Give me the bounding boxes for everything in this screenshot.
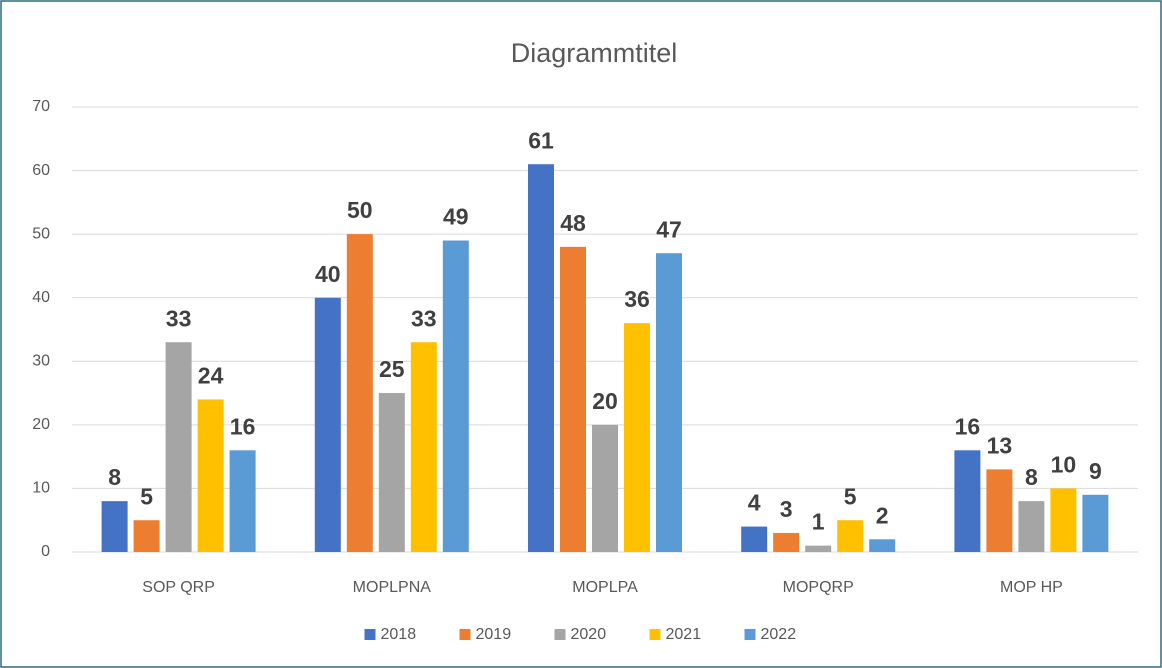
data-label: 2	[876, 502, 889, 528]
bar	[197, 399, 224, 552]
bar	[528, 164, 554, 552]
legend-label: 2022	[761, 626, 797, 643]
y-tick-label: 50	[32, 225, 50, 242]
data-label: 40	[315, 261, 341, 287]
data-label: 5	[844, 483, 857, 509]
data-label: 61	[528, 127, 554, 153]
data-label: 5	[140, 483, 153, 509]
data-label: 50	[347, 197, 373, 223]
data-label: 33	[166, 305, 192, 331]
bar	[592, 424, 618, 552]
legend-swatch	[649, 629, 661, 640]
bar	[314, 297, 341, 552]
data-label: 1	[812, 509, 825, 535]
bar	[560, 246, 586, 552]
bar	[869, 539, 896, 552]
bar	[624, 323, 650, 552]
data-label: 16	[955, 413, 981, 439]
bar	[805, 545, 832, 552]
data-label: 13	[987, 432, 1013, 458]
data-label: 47	[656, 216, 682, 242]
legend-swatch	[554, 629, 566, 640]
y-tick-label: 20	[32, 416, 50, 433]
bar	[986, 469, 1013, 552]
data-label: 49	[443, 204, 469, 230]
data-label: 10	[1051, 452, 1077, 478]
y-tick-label: 60	[32, 162, 50, 179]
bar	[1018, 501, 1045, 552]
bar	[773, 532, 800, 552]
x-tick-label: MOPQRP	[783, 579, 854, 596]
chart-title: Diagrammtitel	[511, 38, 678, 68]
bar	[165, 342, 192, 552]
data-label: 36	[624, 286, 650, 312]
bar	[346, 234, 373, 552]
bar	[133, 520, 160, 552]
data-label: 25	[379, 356, 405, 382]
bar	[1082, 494, 1109, 552]
data-label: 8	[1025, 464, 1038, 490]
legend-swatch	[364, 629, 376, 640]
x-tick-label: MOP HP	[1000, 579, 1063, 596]
bar	[1050, 488, 1077, 552]
bar	[837, 520, 864, 552]
y-tick-label: 30	[32, 353, 50, 370]
y-tick-label: 10	[32, 480, 50, 497]
data-label: 16	[230, 413, 256, 439]
data-label: 3	[780, 496, 793, 522]
legend-swatch	[459, 629, 471, 640]
data-label: 48	[560, 210, 586, 236]
y-tick-label: 0	[41, 543, 50, 560]
bar	[656, 253, 682, 552]
x-tick-label: MOPLPA	[572, 579, 638, 596]
data-label: 20	[592, 388, 618, 414]
bar	[442, 240, 469, 552]
data-label: 8	[108, 464, 121, 490]
data-label: 24	[198, 363, 224, 389]
legend-label: 2020	[571, 626, 607, 643]
legend-swatch	[744, 629, 756, 640]
bar	[378, 393, 405, 552]
data-label: 4	[748, 490, 761, 516]
x-tick-label: MOPLPNA	[353, 579, 432, 596]
bar	[410, 342, 437, 552]
legend-label: 2021	[666, 626, 702, 643]
y-tick-label: 40	[32, 289, 50, 306]
bar	[229, 450, 256, 552]
data-label: 33	[411, 305, 437, 331]
data-label: 9	[1089, 458, 1102, 484]
x-tick-label: SOP QRP	[142, 579, 215, 596]
bar	[954, 450, 981, 552]
bar	[101, 501, 128, 552]
y-tick-label: 70	[32, 98, 50, 115]
legend-label: 2019	[476, 626, 512, 643]
bar	[741, 526, 768, 552]
legend-label: 2018	[381, 626, 417, 643]
